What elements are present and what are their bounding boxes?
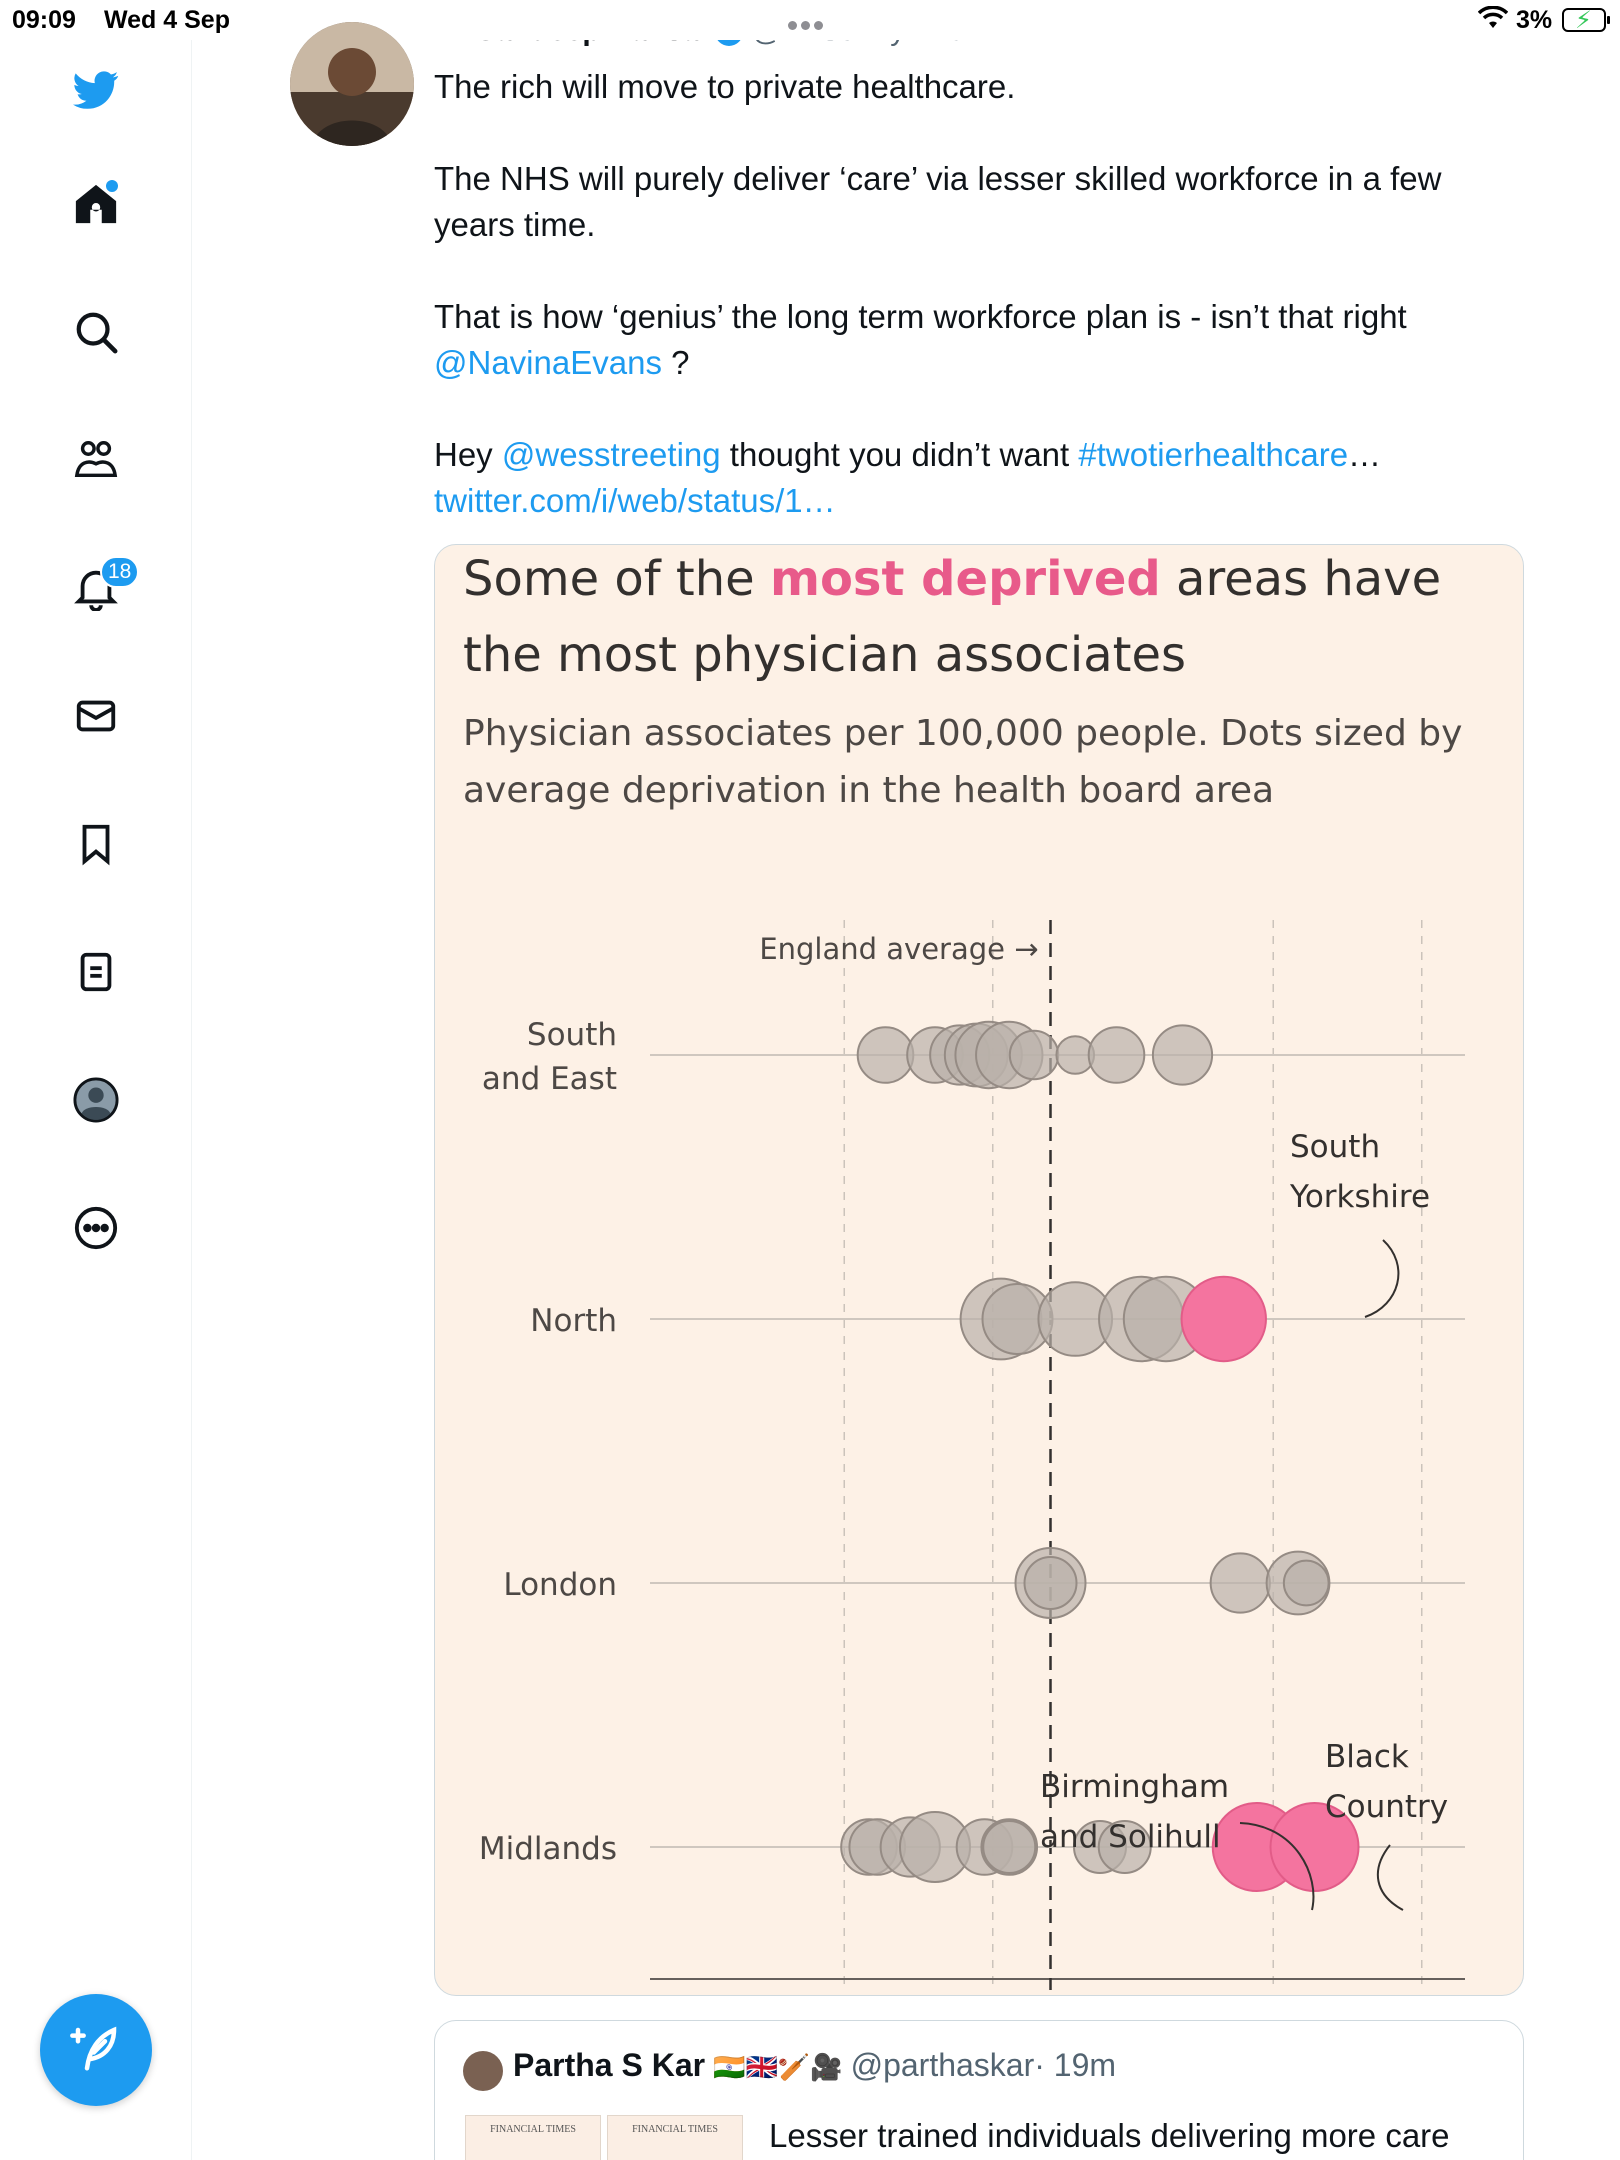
status-link[interactable]: twitter.com/i/web/status/1…	[434, 482, 836, 519]
chart-title-part1: Some of the	[463, 551, 770, 607]
quote-thumbnail-1[interactable]: FINANCIAL TIMES	[465, 2115, 601, 2160]
compose-tweet-button[interactable]	[40, 1994, 152, 2106]
tweet-line-5: Hey @wesstreeting thought you didn’t wan…	[434, 432, 1534, 524]
chart-point	[1151, 1024, 1214, 1086]
quote-thumbnail-2[interactable]: FINANCIAL TIMES	[607, 2115, 743, 2160]
chart-category-label: and East	[482, 1061, 617, 1097]
status-date: Wed 4 Sep	[104, 6, 230, 34]
quote-author-handle[interactable]: @parthaskar	[850, 2047, 1035, 2083]
battery-percent: 3%	[1516, 6, 1553, 34]
quote-author-name[interactable]: Partha S Kar	[513, 2047, 706, 2083]
tweet-line-3: That is how ‘genius’ the long term workf…	[434, 294, 1534, 386]
quote-text: Lesser trained individuals delivering mo…	[769, 2117, 1450, 2154]
multitasking-dots-icon[interactable]	[786, 8, 825, 37]
chart-image-card[interactable]: Some of the most deprived areas have the…	[434, 544, 1524, 1996]
chart-title-highlight: most deprived	[769, 551, 1161, 607]
chart-category-label: South	[527, 1017, 617, 1053]
chart-point	[856, 1026, 915, 1084]
quote-time[interactable]: · 19m	[1034, 2047, 1117, 2083]
chart-point	[982, 1820, 1037, 1874]
chart-annotation-label: Black	[1325, 1739, 1409, 1775]
chart-reference-label: England average →	[759, 932, 1038, 966]
chart-category-label: North	[530, 1303, 617, 1339]
tweet-question-mark: ?	[671, 344, 690, 381]
search-icon[interactable]	[60, 296, 132, 368]
chart-annotation-label: South	[1290, 1129, 1380, 1165]
tweet-hey: Hey	[434, 436, 493, 473]
bookmark-icon[interactable]	[60, 808, 132, 880]
chart-annotation-label: and Solihull	[1040, 1819, 1221, 1855]
chart-plot: England average → South and East North Londo…	[479, 920, 1465, 1990]
battery-icon: ⚡	[1562, 7, 1610, 34]
quote-author-avatar[interactable]	[463, 2051, 503, 2091]
tweet-ellipsis: …	[1348, 436, 1382, 473]
chart-annotation-arrow	[1239, 1822, 1315, 1911]
twitter-bird-icon[interactable]	[60, 54, 132, 126]
tweet-line-2a: The NHS will purely deliver ‘care’ via l…	[434, 160, 1442, 197]
chart-title-part2: areas have the most physician associates	[463, 551, 1442, 683]
chart-annotation-arrow	[1376, 1844, 1404, 1911]
notification-count-badge: 18	[100, 556, 140, 588]
author-avatar[interactable]	[290, 22, 414, 146]
mail-icon[interactable]	[60, 680, 132, 752]
tweet-time-separator: ·	[905, 14, 932, 47]
home-icon[interactable]	[60, 168, 132, 240]
bell-icon[interactable]: 18	[60, 552, 140, 624]
profile-avatar-icon[interactable]	[60, 1064, 132, 1136]
home-unread-dot	[106, 180, 118, 192]
chart-annotation-label: Birmingham	[1040, 1769, 1229, 1805]
chart-point	[1282, 1559, 1330, 1607]
chart-point	[1269, 1802, 1360, 1892]
list-icon[interactable]	[60, 936, 132, 1008]
status-time: 09:09	[12, 6, 76, 34]
tweet-time[interactable]: 19m	[931, 14, 991, 47]
compose-feather-icon	[69, 2021, 123, 2080]
quote-header: Partha S Kar 🇮🇳🇬🇧🏏🎥 @parthaskar· 19m	[513, 2047, 1116, 2084]
mention-navina[interactable]: @NavinaEvans	[434, 344, 662, 381]
author-name[interactable]: Dr Sandeep Bansal	[434, 14, 708, 47]
tweet-line-1: The rich will move to private healthcare…	[434, 68, 1016, 105]
tweet-line-5-mid: thought you didn’t want	[729, 436, 1070, 473]
quoted-tweet-card[interactable]: Partha S Kar 🇮🇳🇬🇧🏏🎥 @parthaskar· 19m FINAN…	[434, 2020, 1524, 2160]
chart-category-label: London	[503, 1567, 617, 1603]
tweet-line-3b: @NavinaEvans ?	[434, 340, 1534, 386]
verified-badge-icon	[715, 40, 744, 47]
chart-point	[1180, 1275, 1267, 1363]
people-icon[interactable]	[60, 424, 132, 496]
chart-subtitle: Physician associates per 100,000 people.…	[463, 713, 1463, 811]
chart-point	[1097, 1820, 1152, 1874]
chart-point	[1023, 1556, 1078, 1610]
wifi-icon	[1477, 5, 1509, 37]
chart-point	[1008, 1029, 1060, 1081]
mention-wes[interactable]: @wesstreeting	[501, 436, 721, 473]
tweet-line-2b: years time.	[434, 206, 596, 243]
chart-annotation-label: Country	[1325, 1789, 1448, 1825]
chart-point	[1087, 1026, 1146, 1084]
tweet-line-5a: Hey @wesstreeting thought you didn’t wan…	[434, 432, 1534, 478]
chart-category-label: Midlands	[479, 1831, 617, 1867]
tweet-header: Dr Sandeep Bansal @iDrSunny · 19m	[434, 14, 991, 58]
more-circle-icon[interactable]	[60, 1192, 132, 1264]
chart-annotation-label: Yorkshire	[1289, 1179, 1430, 1215]
author-handle[interactable]: @iDrSunny	[751, 14, 906, 47]
chart-point	[1209, 1552, 1271, 1614]
tweet-line-2: The NHS will purely deliver ‘care’ via l…	[434, 156, 1534, 248]
quote-author-flags: 🇮🇳🇬🇧🏏🎥	[713, 2052, 843, 2082]
hashtag-link[interactable]: #twotierhealthcare	[1078, 436, 1349, 473]
chart-annotation-arrow	[1364, 1239, 1400, 1318]
tweet-line-3a: That is how ‘genius’ the long term workf…	[434, 298, 1407, 335]
status-bar: 09:09 Wed 4 Sep 3% ⚡	[0, 0, 1620, 40]
chart-title: Some of the most deprived areas have the…	[463, 545, 1513, 693]
sidebar-nav: 18	[0, 40, 192, 2160]
